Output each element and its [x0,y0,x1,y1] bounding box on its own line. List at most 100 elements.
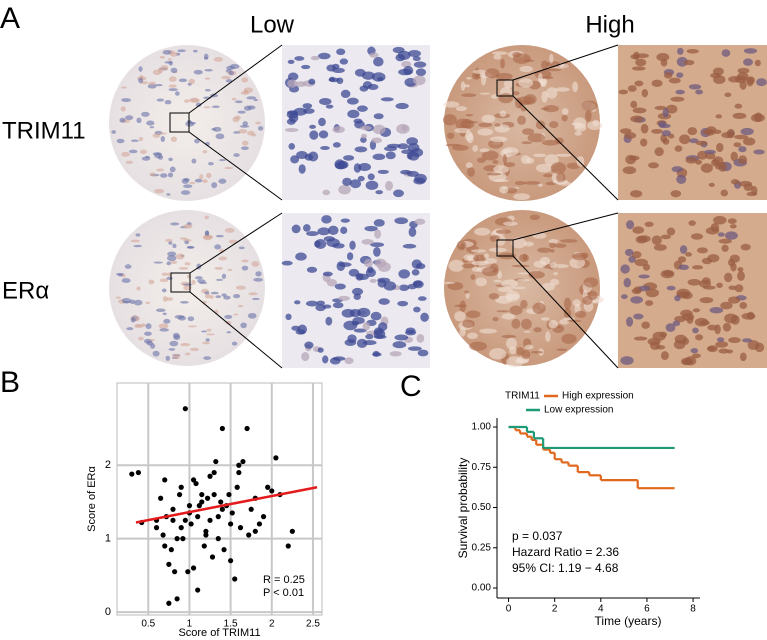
cell-nucleus [417,349,429,357]
tissue-texture [247,312,257,319]
tissue-texture [226,65,235,70]
cell-nucleus [666,104,678,114]
tissue-texture [494,123,501,127]
tissue-texture [169,51,178,57]
cell-nucleus [671,166,684,173]
cell-nucleus [402,243,417,249]
tissue-texture [241,265,249,271]
tissue-texture [523,59,535,62]
cell-nucleus [662,107,669,118]
cell-nucleus [687,278,701,286]
tissue-texture [502,154,507,165]
tissue-texture [239,125,250,128]
cell-nucleus [651,235,662,246]
scatter-point [260,514,267,520]
tissue-texture [164,61,173,64]
tissue-texture [111,130,116,134]
tissue-texture [237,304,244,308]
cell-nucleus [707,324,718,331]
tissue-texture [167,172,174,178]
tissue-texture [462,319,475,328]
cell-nucleus [677,256,687,263]
tissue-texture [479,148,490,153]
cell-nucleus [716,337,725,343]
tissue-texture [556,172,566,184]
cell-nucleus [721,244,729,252]
tissue-texture [496,310,510,313]
scatter-point [196,503,202,509]
cell-nucleus [322,189,331,196]
cell-nucleus [318,117,326,127]
tissue-texture [523,181,541,185]
cell-nucleus [374,229,382,239]
inset-connector [512,255,619,369]
cell-nucleus [632,107,647,114]
tissue-texture [575,310,587,318]
scatter-point [219,425,225,432]
scatter-point [256,521,263,527]
tissue-texture [231,341,238,346]
tissue-texture [172,332,180,339]
tissue-texture [471,266,482,272]
cell-nucleus [659,123,671,129]
cell-nucleus [707,346,716,351]
cell-nucleus [651,128,663,134]
tissue-texture [148,279,155,285]
tissue-texture [187,316,195,322]
tissue-texture [144,331,152,336]
tissue-texture [117,273,123,277]
tissue-texture [454,127,471,134]
tissue-texture [233,313,239,316]
scatter-point [252,528,258,534]
tissue-texture [495,72,513,80]
cell-nucleus [396,123,410,134]
x-tick-label: 0 [506,604,512,615]
tissue-texture [167,58,172,61]
tissue-texture [225,79,233,83]
tissue-texture [546,87,558,99]
cell-nucleus [365,334,374,340]
tissue-texture [240,146,249,151]
cell-nucleus [365,268,376,278]
cell-nucleus [633,313,644,320]
cell-nucleus [633,336,648,341]
cell-nucleus [734,284,744,293]
cell-nucleus [681,357,694,365]
scatter-point [193,480,199,487]
tissue-texture [162,50,172,55]
scatter-point [172,569,178,575]
cell-nucleus [700,163,713,173]
cell-nucleus [634,80,644,87]
cell-nucleus [717,232,725,237]
tissue-texture [159,278,169,283]
cell-nucleus [346,252,354,261]
x-tick-label: 2.5 [306,619,320,630]
x-tick-label: 4 [598,604,604,615]
tissue-texture [524,344,534,350]
tissue-texture [115,296,122,299]
cell-nucleus [695,89,704,95]
scatter-point [168,547,174,553]
panel-letter: B [0,366,20,399]
cell-nucleus [338,262,352,267]
cell-nucleus [645,300,654,307]
cell-nucleus [737,67,750,74]
row-label: TRIM11 [2,117,86,144]
tissue-texture [488,247,507,253]
tissue-texture [148,339,156,342]
scatter-point [199,499,205,505]
tissue-texture [446,132,455,139]
tissue-texture [494,179,509,183]
tissue-texture [464,290,470,294]
tissue-texture [526,157,535,164]
scatter-point [160,532,166,538]
scatter-point [265,484,271,490]
tissue-texture [561,108,569,116]
tissue-texture [478,122,493,128]
cell-nucleus [654,105,667,111]
cell-nucleus [325,316,333,326]
tissue-texture [442,281,456,284]
tissue-texture [159,55,165,59]
tissue-texture [178,267,189,270]
cell-nucleus [336,77,344,85]
